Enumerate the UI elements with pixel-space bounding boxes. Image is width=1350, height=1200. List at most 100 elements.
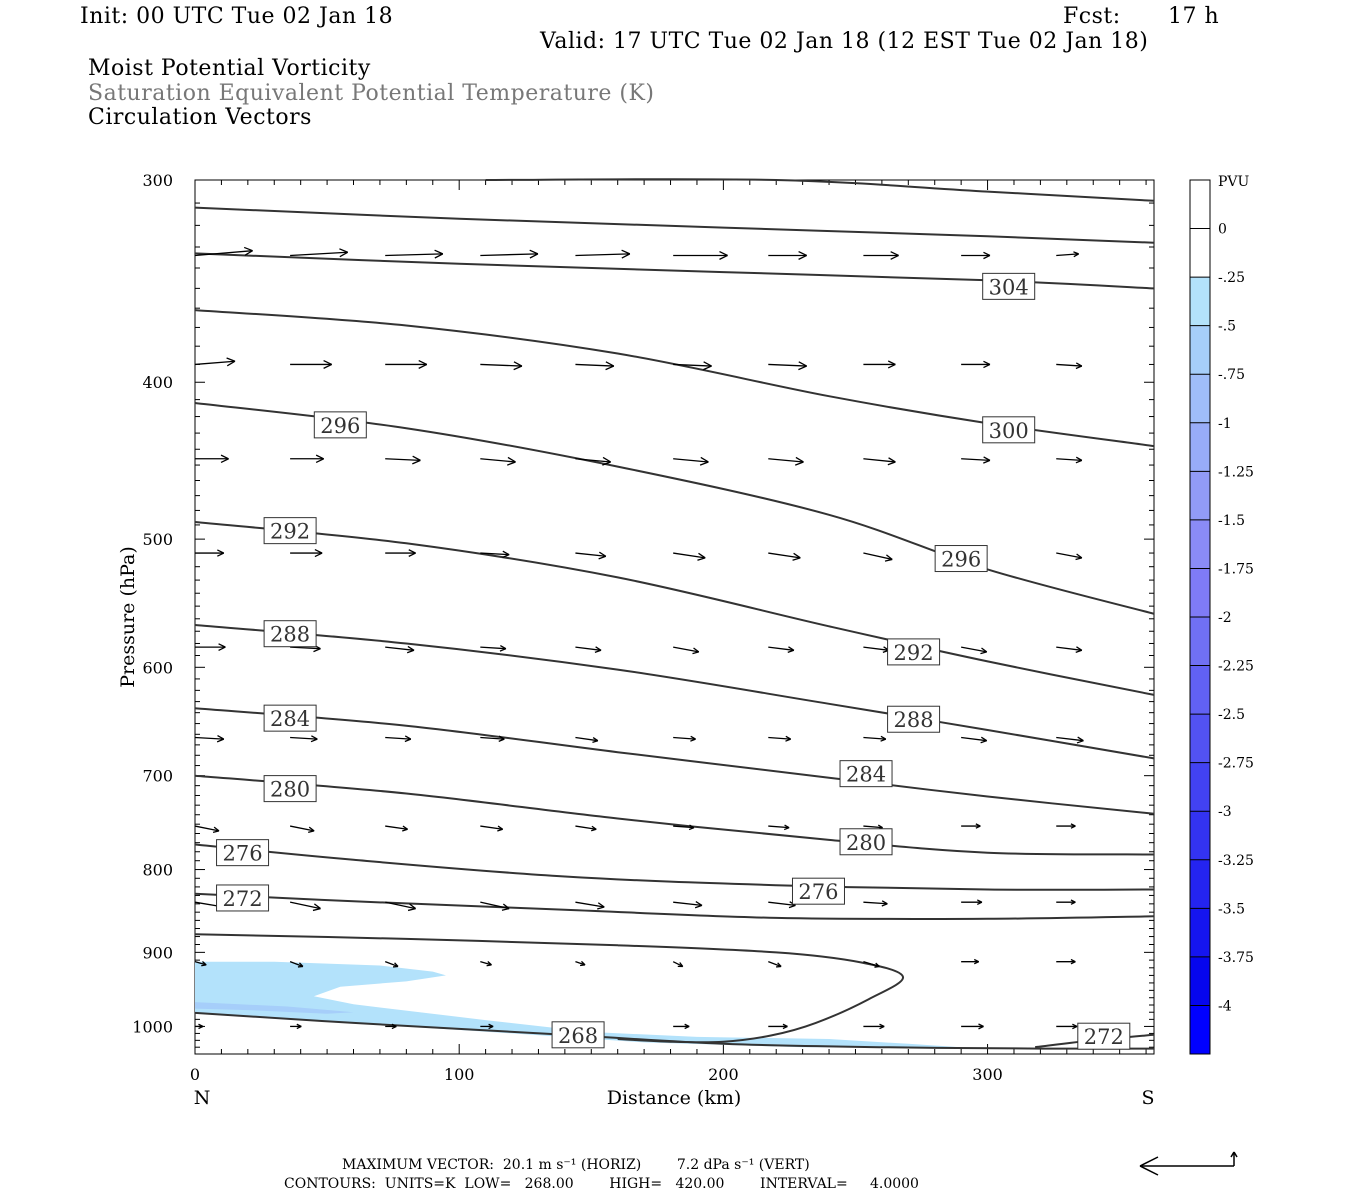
reference-vector <box>1139 1151 1238 1176</box>
circulation-vector <box>961 958 980 965</box>
vector-head <box>785 738 791 742</box>
vector-head <box>592 740 599 744</box>
vector-shaft <box>1056 736 1084 742</box>
vector-head <box>220 454 229 460</box>
vector-head <box>690 738 696 742</box>
colorbar-tick-label: -.25 <box>1218 270 1245 286</box>
vector-head <box>296 1023 302 1028</box>
vector-shaft <box>1056 646 1082 651</box>
colorbar-segment <box>1190 568 1210 617</box>
vector-head <box>983 251 991 257</box>
circulation-vector <box>863 900 888 907</box>
vector-head <box>976 899 983 903</box>
vector-head <box>784 824 790 829</box>
contour-label-text: 272 <box>223 887 263 911</box>
forecast-hour: 17 h <box>1168 4 1220 29</box>
circulation-vector <box>768 552 801 561</box>
y-tick-label: 900 <box>142 943 173 962</box>
vector-shaft <box>863 901 888 905</box>
colorbar-segment <box>1190 519 1210 569</box>
contour-label: 280 <box>839 828 893 856</box>
vector-head <box>602 456 611 463</box>
vector-shaft <box>673 901 703 907</box>
colorbar-segment <box>1190 811 1210 860</box>
x-end-right: S <box>1141 1087 1154 1109</box>
vector-head <box>887 363 896 369</box>
circulation-vector <box>195 1023 204 1030</box>
vector-head <box>973 961 980 965</box>
circulation-vector <box>961 646 988 655</box>
vector-head <box>782 1023 788 1028</box>
vector-head <box>498 738 505 742</box>
vector-shaft <box>768 646 794 651</box>
theta-es-contour <box>485 178 1155 202</box>
circulation-vector <box>863 552 893 562</box>
vector-head <box>198 1025 204 1030</box>
contour-label: 276 <box>791 877 845 905</box>
vector-head <box>793 552 801 559</box>
circulation-vector <box>384 961 399 968</box>
circulation-vector <box>575 901 605 910</box>
circulation-vector <box>194 735 225 743</box>
vector-head <box>580 960 586 966</box>
vector-head <box>698 552 706 559</box>
vector-head <box>220 458 229 464</box>
vector-shaft <box>768 901 796 907</box>
vector-head <box>409 903 417 910</box>
vector-head <box>690 735 696 740</box>
circulation-vector <box>575 960 586 967</box>
vector-shaft <box>480 363 522 367</box>
contour-info: CONTOURS: UNITS=K LOW= 268.00 HIGH= 420.… <box>284 1176 919 1192</box>
contour-label: 272 <box>216 884 270 912</box>
vector-head <box>978 1023 984 1028</box>
circulation-vector <box>480 249 539 259</box>
circulation-vector <box>768 824 790 831</box>
contour-label-box <box>216 884 270 912</box>
contour-label-text: 280 <box>846 831 886 855</box>
contour-label-box <box>263 620 317 648</box>
vector-head <box>315 458 324 464</box>
circulation-vector <box>480 1023 494 1030</box>
vector-shaft <box>863 736 886 740</box>
circulation-vector <box>194 961 207 967</box>
contour-label-text: 300 <box>989 419 1029 443</box>
vector-head <box>879 1025 885 1030</box>
vector-head <box>529 253 539 259</box>
vector-head <box>697 557 706 561</box>
vector-head <box>602 461 611 466</box>
circulation-vector <box>961 736 988 744</box>
valid-time: Valid: 17 UTC Tue 02 Jan 18 (12 EST Tue … <box>540 29 1149 54</box>
vector-head <box>983 456 991 461</box>
vector-head <box>699 461 709 466</box>
vector-head <box>1072 1023 1078 1028</box>
circulation-vector <box>575 456 611 466</box>
vector-head <box>498 735 505 740</box>
vector-head <box>408 549 416 554</box>
circulation-vector <box>673 361 712 371</box>
theta-es-contour <box>194 774 1155 856</box>
vector-shaft <box>194 736 224 740</box>
circulation-vector <box>385 645 415 654</box>
vector-head <box>788 646 795 651</box>
vector-head <box>488 1023 494 1028</box>
colorbar-segment <box>1190 617 1210 666</box>
vector-head <box>1076 553 1083 559</box>
circulation-vector <box>863 457 896 466</box>
theta-es-contour <box>194 521 1155 696</box>
circulation-vector <box>863 251 899 260</box>
colorbar-segment <box>1190 762 1210 812</box>
contour-label-box <box>1077 1022 1131 1050</box>
vector-shaft <box>863 458 896 463</box>
vector-head <box>788 904 796 909</box>
vector-head <box>884 558 893 562</box>
contour-label-text: 284 <box>270 707 310 731</box>
vector-head <box>1075 362 1083 367</box>
theta-es-contour <box>194 1011 1155 1050</box>
vector-head <box>684 1025 690 1030</box>
circulation-vector <box>289 825 315 834</box>
vector-shaft <box>673 736 696 740</box>
contour-label: 288 <box>887 705 941 733</box>
vector-shaft <box>575 363 614 367</box>
contour-label-box <box>313 411 367 439</box>
vector-head <box>243 246 253 252</box>
